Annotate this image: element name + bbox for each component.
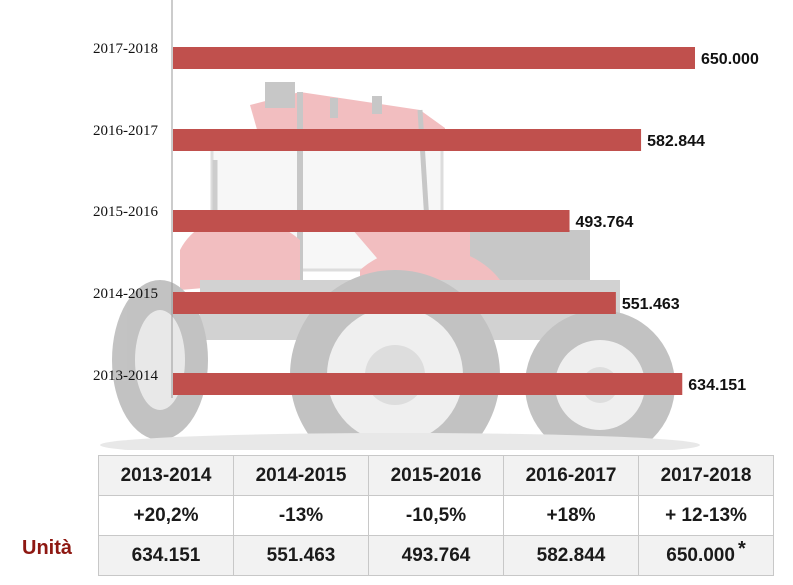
unit-row-label: Unità (22, 537, 72, 559)
category-label: 2017-2018 (93, 41, 158, 57)
change-cell: +20,2% (98, 495, 234, 536)
footnote-asterisk: * (737, 538, 746, 560)
change-cell: +18% (503, 495, 639, 536)
change-cell: -10,5% (368, 495, 504, 536)
unit-cell: 582.844 (503, 535, 639, 576)
summary-table: 2013-2014 2014-2015 2015-2016 2016-2017 … (98, 455, 774, 576)
category-label: 2016-2017 (93, 123, 158, 139)
table-change-row: +20,2% -13% -10,5% +18% + 12-13% (98, 495, 774, 536)
change-cell: -13% (233, 495, 369, 536)
bar-2016-2017 (173, 129, 642, 151)
summary-table-section: Unità 2013-2014 2014-2015 2015-2016 2016… (0, 455, 793, 583)
value-label: 493.764 (576, 214, 634, 231)
value-label: 551.463 (622, 296, 680, 313)
category-label: 2013-2014 (93, 368, 158, 384)
table-header-cell: 2014-2015 (233, 455, 369, 496)
unit-cell-last: 650.000 * (638, 535, 774, 576)
change-cell: + 12-13% (638, 495, 774, 536)
table-header-row: 2013-2014 2014-2015 2015-2016 2016-2017 … (98, 455, 774, 496)
table-unit-row: 634.151 551.463 493.764 582.844 650.000 * (98, 535, 774, 576)
bar-2017-2018 (173, 47, 695, 69)
category-label: 2014-2015 (93, 286, 158, 302)
value-label: 582.844 (647, 133, 705, 150)
value-label: 650.000 (701, 51, 759, 68)
value-label: 634.151 (688, 377, 746, 394)
tractor-background-image (100, 82, 700, 450)
bar-2014-2015 (173, 292, 616, 314)
table-header-cell: 2015-2016 (368, 455, 504, 496)
unit-cell: 634.151 (98, 535, 234, 576)
unit-cell-value: 650.000 (666, 545, 735, 566)
table-header-cell: 2017-2018 (638, 455, 774, 496)
table-header-cell: 2016-2017 (503, 455, 639, 496)
bar-2013-2014 (173, 373, 683, 395)
unit-cell: 493.764 (368, 535, 504, 576)
table-header-cell: 2013-2014 (98, 455, 234, 496)
bar-2015-2016 (173, 210, 570, 232)
category-label: 2015-2016 (93, 204, 158, 220)
bar-chart: 2017-2018 2016-2017 2015-2016 2014-2015 … (93, 0, 759, 450)
unit-cell: 551.463 (233, 535, 369, 576)
chart-svg: 2017-2018 2016-2017 2015-2016 2014-2015 … (93, 0, 759, 450)
